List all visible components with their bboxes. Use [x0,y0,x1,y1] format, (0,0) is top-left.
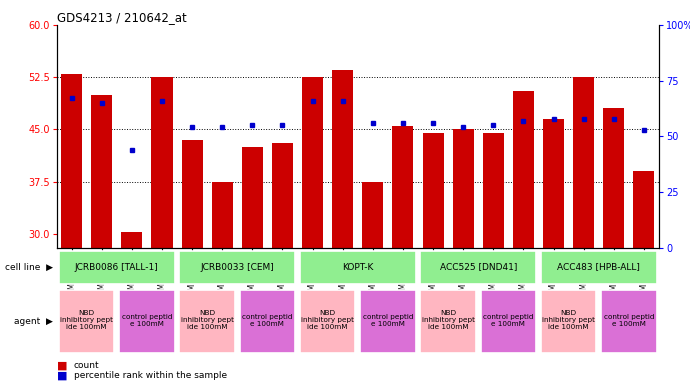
Bar [420,252,536,284]
Bar [633,171,654,248]
Text: ACC483 [HPB-ALL]: ACC483 [HPB-ALL] [558,263,640,271]
Bar [541,290,596,353]
Bar [302,77,323,248]
Bar [300,290,355,353]
Text: NBD
inhibitory pept
ide 100mM: NBD inhibitory pept ide 100mM [60,310,113,330]
Text: KOPT-K: KOPT-K [342,263,373,271]
Bar [420,290,476,353]
Text: NBD
inhibitory pept
ide 100mM: NBD inhibitory pept ide 100mM [181,310,234,330]
Text: ■: ■ [57,361,67,371]
Text: control peptid
e 100mM: control peptid e 100mM [363,314,413,327]
Bar [239,290,295,353]
Text: cell line  ▶: cell line ▶ [5,263,53,272]
Text: JCRB0033 [CEM]: JCRB0033 [CEM] [200,263,274,271]
Bar [241,147,263,248]
Text: control peptid
e 100mM: control peptid e 100mM [483,314,533,327]
Bar [119,290,175,353]
Bar [121,232,142,248]
Bar [179,290,235,353]
Bar [543,119,564,248]
Bar [91,94,112,248]
Bar [541,252,657,284]
Bar [513,91,534,248]
Bar [362,182,384,248]
Text: ACC525 [DND41]: ACC525 [DND41] [440,263,517,271]
Text: GDS4213 / 210642_at: GDS4213 / 210642_at [57,11,186,24]
Bar [393,126,413,248]
Bar [272,143,293,248]
Text: percentile rank within the sample: percentile rank within the sample [74,371,227,380]
Bar [181,140,203,248]
Text: agent  ▶: agent ▶ [14,317,53,326]
Bar [300,252,415,284]
Text: control peptid
e 100mM: control peptid e 100mM [242,314,293,327]
Bar [151,77,172,248]
Text: ■: ■ [57,370,67,380]
Bar [601,290,657,353]
Text: JCRB0086 [TALL-1]: JCRB0086 [TALL-1] [75,263,159,271]
Bar [453,129,474,248]
Bar [483,133,504,248]
Text: control peptid
e 100mM: control peptid e 100mM [604,314,654,327]
Bar [61,74,82,248]
Bar [481,290,536,353]
Bar [422,133,444,248]
Bar [212,182,233,248]
Text: NBD
inhibitory pept
ide 100mM: NBD inhibitory pept ide 100mM [542,310,595,330]
Bar [59,252,175,284]
Bar [603,109,624,248]
Text: control peptid
e 100mM: control peptid e 100mM [121,314,172,327]
Bar [179,252,295,284]
Bar [573,77,594,248]
Text: count: count [74,361,99,370]
Text: NBD
inhibitory pept
ide 100mM: NBD inhibitory pept ide 100mM [422,310,475,330]
Text: NBD
inhibitory pept
ide 100mM: NBD inhibitory pept ide 100mM [301,310,354,330]
Bar [360,290,415,353]
Bar [332,70,353,248]
Bar [59,290,115,353]
